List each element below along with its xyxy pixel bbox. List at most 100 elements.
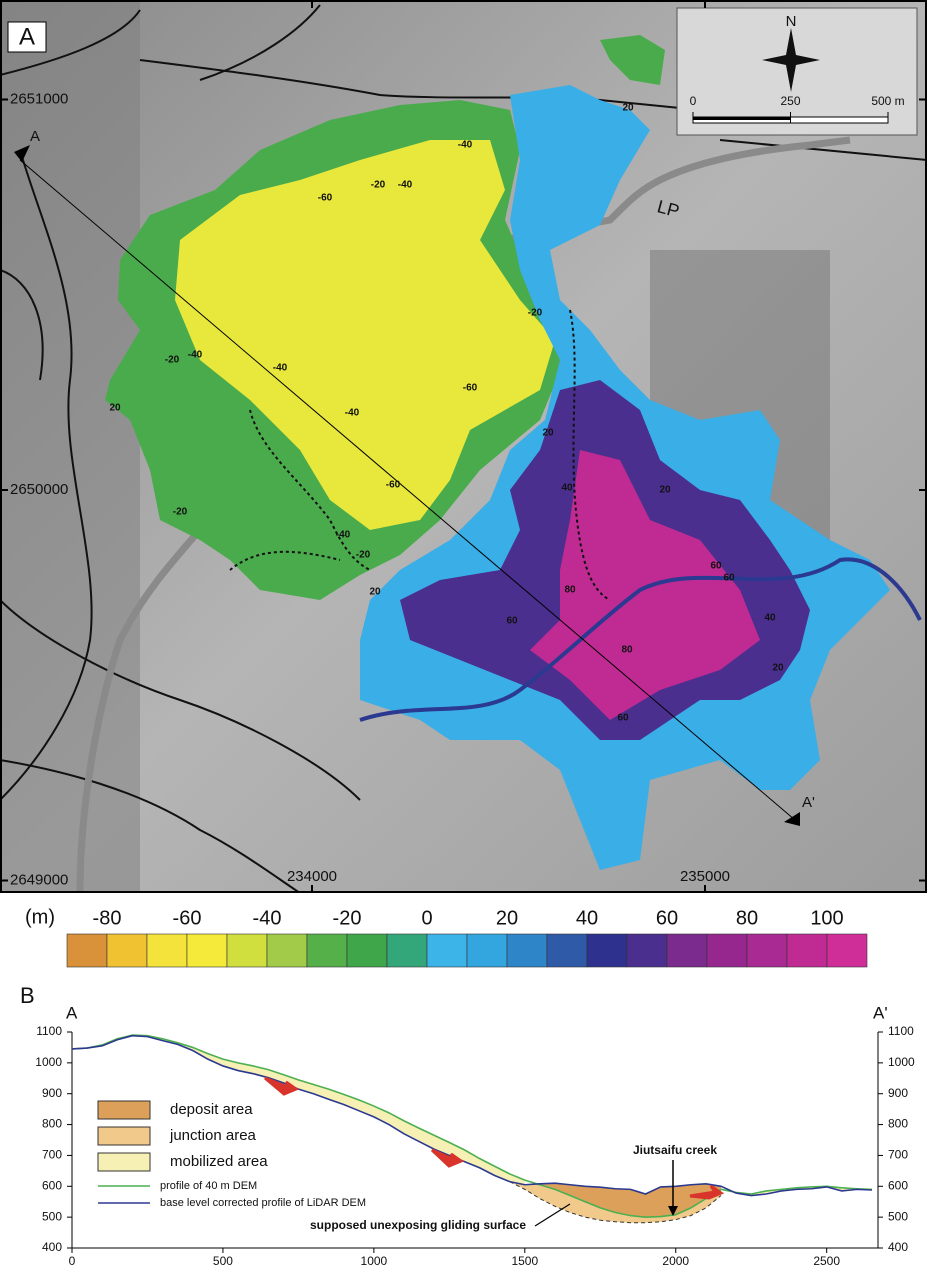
y-tick-label: 400	[42, 1240, 62, 1254]
colorbar-tick-label: 20	[496, 907, 518, 929]
contour-label: -60	[463, 383, 478, 394]
contour-label: 20	[369, 587, 381, 598]
northing-label: 2651000	[10, 90, 68, 107]
y2-tick-label: 900	[888, 1086, 908, 1100]
contour-label: 20	[622, 103, 634, 114]
panel-label-box	[7, 21, 47, 53]
drainage	[0, 149, 93, 801]
contour-label: 60	[506, 616, 518, 627]
color-swatch	[66, 933, 108, 968]
color-swatch	[786, 933, 828, 968]
drainage	[0, 269, 361, 801]
colorbar-unit: (m)	[25, 906, 55, 928]
panel-label: B	[20, 983, 35, 1008]
legend-label: junction area	[169, 1127, 257, 1144]
easting-label: 234000	[287, 868, 337, 885]
zone-loss-20	[600, 35, 665, 85]
y2-tick-label: 800	[888, 1117, 908, 1131]
color-swatch	[826, 933, 868, 968]
y-tick-label: 1000	[35, 1055, 62, 1069]
colorbar-tick-label: 40	[576, 907, 598, 929]
northing-label: 2650000	[10, 481, 68, 498]
colorbar-tick-label: 0	[421, 907, 432, 929]
contour-label: -40	[458, 140, 473, 151]
color-swatch	[546, 933, 588, 968]
contour-label: -20	[173, 507, 188, 518]
section-marker	[784, 812, 800, 826]
contour-label: 60	[617, 713, 629, 724]
creek	[359, 557, 922, 722]
x-tick-label: 0	[69, 1254, 76, 1268]
colorbar-tick-label: -40	[253, 907, 282, 929]
compass	[762, 28, 820, 92]
x-tick-label: 1500	[511, 1254, 538, 1268]
x-tick-label: 500	[213, 1254, 233, 1268]
color-swatch	[466, 933, 508, 968]
gliding-surface	[509, 1181, 722, 1224]
y-tick-label: 1100	[36, 1024, 62, 1038]
legend-swatch	[97, 1152, 151, 1172]
contour-label: -20	[371, 180, 386, 191]
contour-label: -40	[336, 530, 351, 541]
profile-line	[71, 1034, 872, 1197]
colorbar-tick-label: -60	[173, 907, 202, 929]
y2-tick-label: 400	[888, 1240, 908, 1254]
color-swatch	[666, 933, 708, 968]
flow-arrow	[264, 1076, 300, 1096]
flow-arrow	[689, 1184, 725, 1200]
color-swatch	[706, 933, 748, 968]
contour-label: -40	[273, 363, 288, 374]
y-tick-label: 800	[42, 1117, 62, 1131]
section-line	[19, 159, 796, 821]
north-label: N	[786, 13, 797, 30]
map-frame	[0, 0, 927, 893]
colorbar-tick-label: -80	[93, 907, 122, 929]
contour-label: 20	[109, 403, 121, 414]
legend-label: deposit area	[170, 1101, 253, 1118]
contour-label: -40	[345, 408, 360, 419]
contour-label: 40	[764, 613, 776, 624]
color-swatch	[586, 933, 628, 968]
contour-label: 80	[621, 645, 633, 656]
y2-tick-label: 1100	[888, 1024, 914, 1038]
contour-label: 60	[723, 573, 735, 584]
color-swatch	[266, 933, 308, 968]
section-label: A	[66, 1003, 78, 1022]
colorbar-tick-label: 100	[810, 907, 843, 929]
colorbar-tick-label: 60	[656, 907, 678, 929]
annotation: supposed unexposing gliding surface	[310, 1218, 526, 1232]
legend-swatch	[97, 1126, 151, 1146]
legend-swatch	[97, 1100, 151, 1120]
y2-tick-label: 500	[888, 1209, 908, 1223]
contour-label: 80	[564, 585, 576, 596]
contour-label: -20	[356, 550, 371, 561]
contour-label: -60	[318, 193, 333, 204]
contour-label: -20	[165, 355, 180, 366]
section-label: A'	[873, 1003, 888, 1022]
inset	[676, 7, 918, 136]
legend-label: mobilized area	[170, 1153, 268, 1170]
colorbar-tick-label: -20	[333, 907, 362, 929]
colorbar-tick-label: 80	[736, 907, 758, 929]
color-swatch	[306, 933, 348, 968]
scale-label: 500 m	[871, 94, 904, 108]
color-swatch	[226, 933, 268, 968]
color-swatch	[186, 933, 228, 968]
color-swatch	[346, 933, 388, 968]
legend-label: base level corrected profile of LiDAR DE…	[160, 1197, 366, 1209]
y-tick-label: 900	[42, 1086, 62, 1100]
color-swatch	[506, 933, 548, 968]
contour-label: -40	[398, 180, 413, 191]
scale-label: 250	[780, 94, 800, 108]
section-label: A	[30, 128, 40, 145]
section-marker	[14, 145, 30, 162]
y2-tick-label: 1000	[888, 1055, 915, 1069]
x-tick-label: 1000	[361, 1254, 388, 1268]
flow-arrow	[430, 1148, 465, 1168]
drainage-lines	[0, 4, 927, 893]
color-swatch	[426, 933, 468, 968]
y-tick-label: 500	[42, 1209, 62, 1223]
y2-tick-label: 700	[888, 1148, 908, 1162]
contour-label: 20	[542, 428, 554, 439]
